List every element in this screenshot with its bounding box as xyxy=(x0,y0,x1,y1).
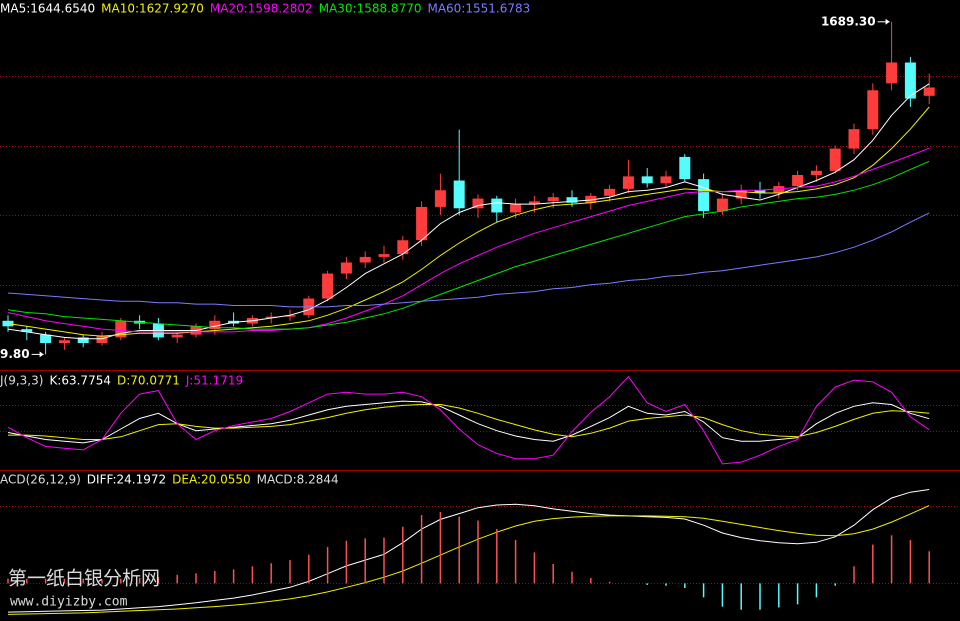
indicator-line xyxy=(7,147,930,333)
candle-body xyxy=(773,186,785,194)
annotation-arrowhead xyxy=(39,351,44,358)
candle-body xyxy=(265,316,277,319)
candle-body xyxy=(679,156,691,180)
candle-body xyxy=(792,174,804,187)
indicator-line xyxy=(8,404,930,440)
candle-body xyxy=(397,240,409,255)
legend-label: DEA:20.0550 xyxy=(172,473,251,487)
candle-body xyxy=(378,254,390,257)
candle-body xyxy=(359,256,371,263)
candle-body xyxy=(77,337,89,344)
indicator-line xyxy=(7,505,930,615)
candle-body xyxy=(716,198,728,212)
watermark-title: 第一纸白银分析网 xyxy=(8,568,160,590)
candle-body xyxy=(528,201,540,205)
legend-label: ACD(26,12,9) xyxy=(0,473,81,487)
legend-label: MA5:1644.6540 xyxy=(0,2,95,16)
candle-body xyxy=(848,129,860,149)
legend-label: J:51.1719 xyxy=(185,374,243,388)
candle-body xyxy=(829,148,841,171)
legend-label: DIFF:24.1972 xyxy=(87,473,166,487)
legend-label: K:63.7754 xyxy=(49,374,111,388)
candle-body xyxy=(886,62,898,84)
candle-body xyxy=(115,320,127,338)
indicator-line xyxy=(7,400,930,444)
indicator-line xyxy=(7,106,930,337)
candle-body xyxy=(754,190,766,194)
candle-body xyxy=(604,188,616,196)
candle-body xyxy=(453,180,465,209)
candle-body xyxy=(904,62,916,99)
candle-body xyxy=(416,206,428,241)
candle-body xyxy=(40,334,52,344)
candle-body xyxy=(340,262,352,274)
candle-body xyxy=(472,198,484,209)
candle-body xyxy=(923,87,935,96)
legend-label: MA20:1598.2802 xyxy=(210,2,313,16)
indicator-line xyxy=(7,212,930,308)
candle-body xyxy=(660,176,672,184)
candle-body xyxy=(585,195,597,203)
candle-body xyxy=(171,334,183,338)
watermark-url: www.diyizby.com xyxy=(10,595,128,610)
candle-body xyxy=(209,320,221,330)
annotation-label: 1449.80 xyxy=(0,347,30,361)
candle-body xyxy=(2,320,14,327)
candle-body xyxy=(867,90,879,130)
candle-body xyxy=(698,179,710,212)
candle-body xyxy=(566,197,578,203)
legend-label: MA30:1588.8770 xyxy=(319,2,422,16)
indicator-line xyxy=(7,160,930,330)
legend-label: MA10:1627.9270 xyxy=(101,2,204,16)
candle-body xyxy=(284,315,296,317)
candle-body xyxy=(735,190,747,199)
indicator-line xyxy=(7,375,930,465)
candle-body xyxy=(21,329,33,332)
legend-label: MACD:8.2844 xyxy=(257,473,339,487)
indicator-line xyxy=(7,83,930,340)
candle-body xyxy=(547,197,559,202)
candle-body xyxy=(810,170,822,175)
candle-body xyxy=(434,190,446,207)
annotation-arrowhead xyxy=(885,18,890,25)
candle-body xyxy=(58,340,70,344)
candle-body xyxy=(96,336,108,344)
candle-body xyxy=(491,198,503,213)
legend-label: J(9,3,3) xyxy=(0,374,43,388)
candle-body xyxy=(510,204,522,213)
annotation-label: 1689.30 xyxy=(821,14,876,28)
legend-label: D:70.0771 xyxy=(117,374,180,388)
candle-body xyxy=(641,176,653,184)
candle-body xyxy=(322,273,334,299)
legend-label: MA60:1551.6783 xyxy=(427,2,530,16)
candle-body xyxy=(622,176,634,189)
indicator-line xyxy=(7,489,930,613)
